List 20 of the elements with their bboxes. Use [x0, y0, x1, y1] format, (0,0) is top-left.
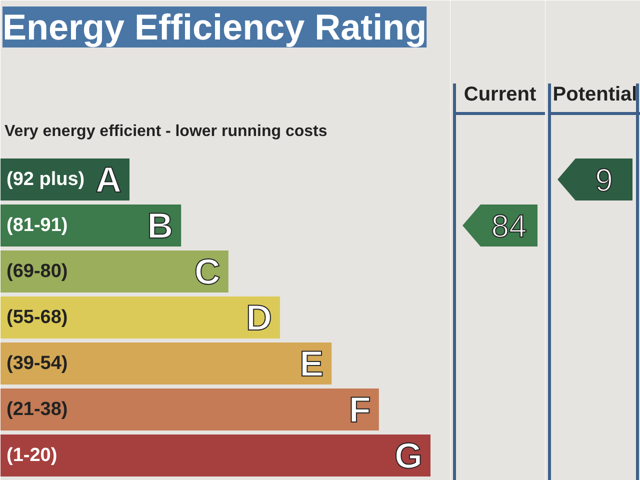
- y-tick-label: F: [348, 389, 371, 430]
- annotation: (92 plus): [6, 169, 85, 190]
- y-tick-label: C: [194, 251, 220, 292]
- y-tick-label: B: [147, 205, 174, 246]
- annotation: (1-20): [6, 445, 58, 466]
- annotation: (55-68): [6, 307, 68, 328]
- text: Current: [464, 84, 536, 106]
- y-tick-label: A: [96, 159, 122, 200]
- y-tick-label: G: [394, 435, 423, 476]
- y-tick-label: D: [246, 297, 272, 338]
- annotation: (39-54): [6, 353, 68, 374]
- annotation: (69-80): [6, 261, 68, 282]
- data-label: 9: [595, 162, 613, 198]
- annotation: (21-38): [6, 399, 68, 420]
- text: Potential: [552, 84, 638, 106]
- data-label: 84: [491, 208, 527, 244]
- annotation: (81-91): [6, 215, 68, 236]
- y-tick-label: E: [300, 343, 324, 384]
- chart-subtitle: Very energy efficient - lower running costs: [4, 123, 328, 140]
- chart-title: Energy Efficiency Rating: [2, 6, 427, 48]
